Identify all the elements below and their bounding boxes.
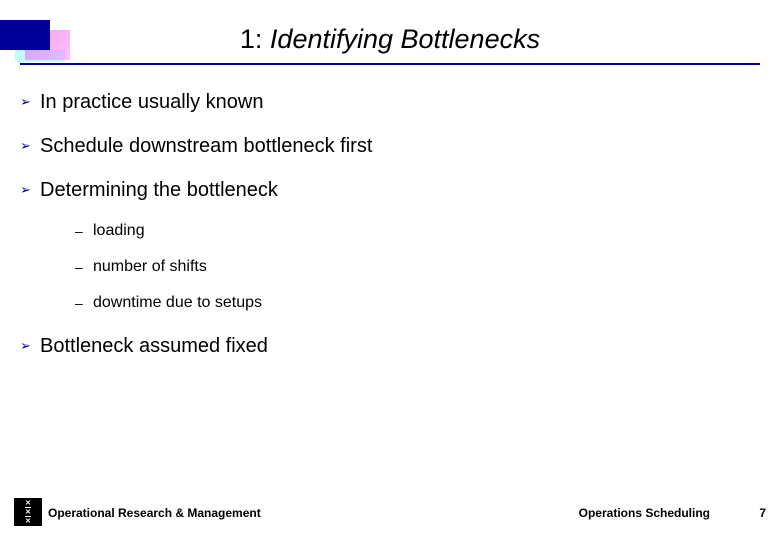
slide-title: 1: Identifying Bottlenecks (0, 24, 780, 55)
decoration-blue-rect (0, 20, 50, 50)
sub-bullet-text: loading (93, 222, 145, 240)
bullet-text: Bottleneck assumed fixed (40, 334, 268, 358)
sub-bullet-item: – loading (75, 222, 760, 240)
sub-bullet-item: – downtime due to setups (75, 294, 760, 312)
bullet-item: ➢ In practice usually known (20, 90, 760, 114)
sub-dash-icon: – (75, 222, 93, 240)
logo-x-icon: ✕ (25, 518, 31, 525)
sub-bullet-item: – number of shifts (75, 258, 760, 276)
bullet-text: Schedule downstream bottleneck first (40, 134, 372, 158)
bullet-text: In practice usually known (40, 90, 263, 114)
sub-bullet-text: downtime due to setups (93, 294, 262, 312)
bullet-item: ➢ Schedule downstream bottleneck first (20, 134, 760, 158)
title-underline (20, 63, 760, 65)
slide-content: ➢ In practice usually known ➢ Schedule d… (20, 90, 760, 378)
sub-bullet-text: number of shifts (93, 258, 207, 276)
bullet-arrow-icon: ➢ (20, 334, 40, 358)
bullet-item: ➢ Determining the bottleneck (20, 178, 760, 202)
bullet-arrow-icon: ➢ (20, 134, 40, 158)
footer-right-text: Operations Scheduling (579, 506, 710, 520)
footer-left-text: Operational Research & Management (48, 506, 261, 520)
title-prefix: 1: (240, 24, 270, 54)
bullet-item: ➢ Bottleneck assumed fixed (20, 334, 760, 358)
footer-logo: ✕ ✕ ✕ (14, 498, 42, 526)
sub-dash-icon: – (75, 258, 93, 276)
bullet-text: Determining the bottleneck (40, 178, 278, 202)
logo-x-icon: ✕ (25, 500, 31, 507)
page-number: 7 (759, 506, 766, 520)
sub-dash-icon: – (75, 294, 93, 312)
logo-x-icon: ✕ (25, 509, 31, 516)
bullet-arrow-icon: ➢ (20, 90, 40, 114)
bullet-arrow-icon: ➢ (20, 178, 40, 202)
title-italic: Identifying Bottlenecks (270, 24, 540, 54)
